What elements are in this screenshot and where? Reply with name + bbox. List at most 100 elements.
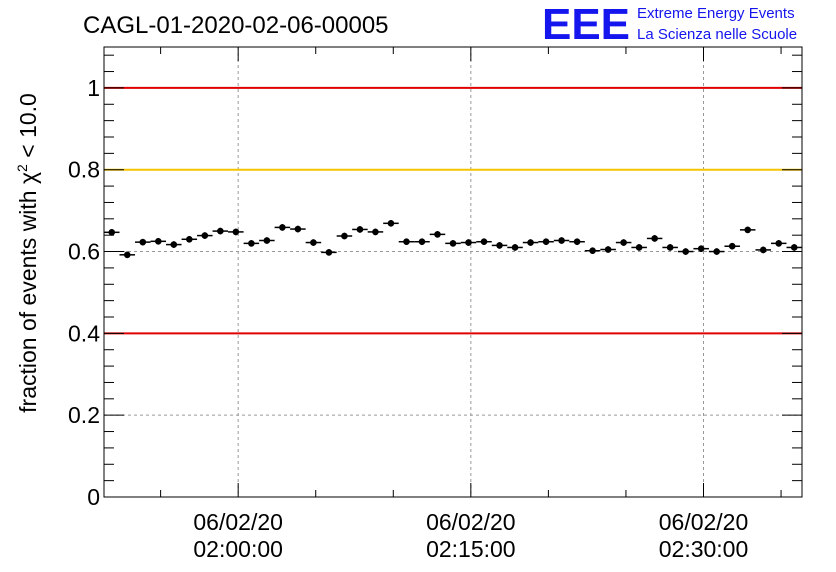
data-point: [383, 220, 399, 227]
point-marker: [651, 235, 658, 242]
data-point: [274, 224, 291, 231]
x-tick-label-time: 02:00:00: [193, 536, 283, 562]
grid: [104, 47, 802, 497]
y-axis-label-suffix: < 10.0: [15, 93, 41, 164]
eee-logo-letters: EEE: [542, 0, 630, 49]
point-marker: [201, 232, 209, 239]
data-point: [708, 248, 725, 255]
point-marker: [775, 240, 783, 247]
point-marker: [279, 224, 286, 231]
x-tick-label-time: 02:15:00: [426, 536, 516, 562]
y-tick-label: 0.2: [68, 402, 100, 428]
x-tick-label-date: 06/02/20: [193, 509, 283, 535]
point-marker: [418, 238, 426, 246]
data-point: [119, 251, 136, 259]
point-marker: [294, 225, 302, 233]
point-marker: [604, 246, 612, 253]
data-point: [538, 238, 554, 246]
x-tick-label-date: 06/02/20: [659, 509, 749, 535]
point-marker: [744, 226, 752, 234]
data-point: [305, 239, 322, 246]
data-point: [243, 240, 260, 247]
data-point: [197, 232, 213, 239]
data-point: [135, 238, 151, 246]
data-point: [445, 240, 461, 247]
data-point: [290, 225, 306, 233]
data-point: [755, 246, 771, 254]
y-tick-labels: 0 0.2 0.4 0.6 0.8 1: [68, 75, 100, 510]
point-marker: [154, 238, 162, 245]
axis-ticks: [104, 47, 802, 498]
data-point: [693, 245, 709, 252]
point-marker: [635, 244, 643, 251]
eee-logo-line1: Extreme Energy Events: [637, 5, 795, 22]
plot-frame: [103, 46, 803, 498]
data-point: [677, 248, 694, 255]
eee-logo-line2: La Scienza nelle Scuole: [637, 26, 797, 43]
data-point: [631, 244, 647, 251]
point-marker: [356, 226, 364, 233]
data-point: [569, 238, 585, 246]
point-marker: [511, 244, 519, 251]
point-marker: [558, 237, 565, 244]
point-marker: [325, 249, 333, 256]
point-marker: [542, 238, 550, 246]
point-marker: [713, 248, 720, 255]
x-tick-label-date: 06/02/20: [426, 509, 516, 535]
point-marker: [186, 235, 193, 243]
y-axis-label-prefix: fraction of events with: [15, 184, 41, 413]
data-point: [321, 249, 337, 256]
point-marker: [496, 242, 503, 249]
point-marker: [310, 239, 317, 246]
data-point: [460, 239, 477, 246]
y-axis-label-chi: χ: [15, 172, 41, 184]
point-marker: [217, 227, 224, 235]
data-point: [615, 239, 632, 246]
point-marker: [790, 244, 798, 251]
point-marker: [248, 240, 255, 247]
data-point: [507, 244, 523, 251]
point-marker: [465, 239, 472, 246]
data-point: [414, 238, 430, 246]
x-tick-label-time: 02:30:00: [659, 536, 749, 562]
point-marker: [697, 245, 705, 252]
point-marker: [341, 232, 348, 240]
data-point: [150, 238, 167, 245]
data-points: [104, 220, 802, 259]
point-marker: [372, 228, 379, 236]
point-marker: [480, 238, 488, 246]
point-marker: [403, 238, 410, 246]
y-axis-label: fraction of events with χ2 < 10.0: [14, 93, 41, 413]
point-marker: [123, 251, 131, 259]
data-point: [259, 237, 275, 244]
data-point: [476, 238, 492, 246]
data-point: [584, 247, 601, 255]
reference-lines: [104, 86, 802, 335]
point-marker: [573, 238, 581, 246]
data-point: [398, 238, 415, 246]
data-point: [770, 240, 787, 247]
data-point: [166, 241, 182, 248]
y-tick-label: 0.8: [68, 157, 100, 183]
point-marker: [449, 240, 457, 247]
data-point: [352, 226, 368, 233]
data-point: [600, 246, 616, 253]
point-marker: [170, 241, 178, 248]
point-marker: [387, 220, 395, 227]
data-point: [336, 232, 353, 240]
data-point: [522, 239, 539, 246]
x-tick-labels: 06/02/2002:00:0006/02/2002:15:0006/02/20…: [193, 509, 748, 562]
data-point: [786, 244, 802, 251]
y-tick-label: 1: [87, 75, 100, 101]
point-marker: [232, 228, 240, 236]
point-marker: [108, 229, 116, 236]
data-point: [491, 242, 508, 249]
y-tick-label: 0: [87, 484, 100, 510]
data-point: [228, 228, 244, 236]
point-marker: [620, 239, 627, 246]
data-point: [212, 227, 229, 235]
y-tick-label: 0.6: [68, 239, 100, 265]
data-point: [724, 242, 740, 250]
run-title: CAGL-01-2020-02-06-00005: [83, 12, 389, 39]
